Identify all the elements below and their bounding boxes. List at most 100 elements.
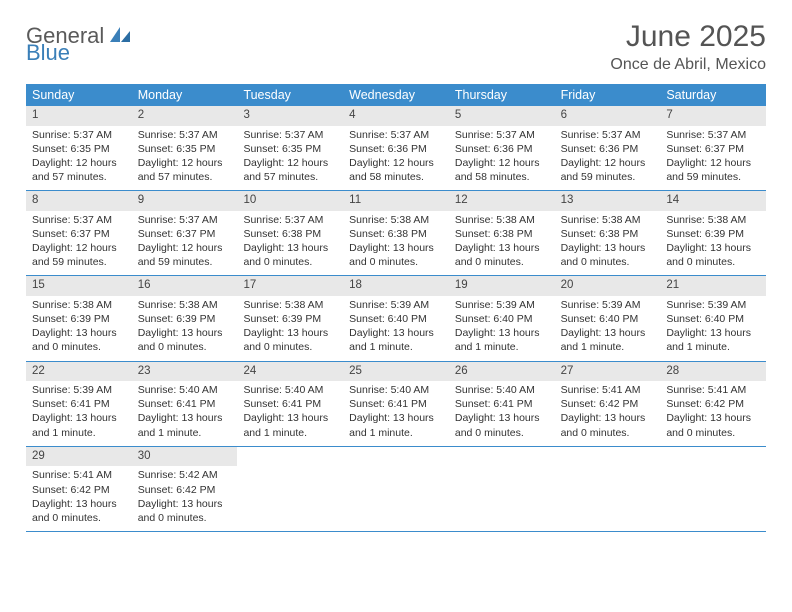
weekday-header: Sunday (26, 84, 132, 106)
page-title: June 2025 (610, 20, 766, 54)
sunset-text: Sunset: 6:38 PM (561, 227, 655, 241)
sunset-text: Sunset: 6:35 PM (32, 142, 126, 156)
day-details: Sunrise: 5:37 AMSunset: 6:37 PMDaylight:… (132, 211, 238, 276)
day-cell: 19Sunrise: 5:39 AMSunset: 6:40 PMDayligh… (449, 276, 555, 360)
day-cell: 16Sunrise: 5:38 AMSunset: 6:39 PMDayligh… (132, 276, 238, 360)
sunrise-text: Sunrise: 5:39 AM (561, 298, 655, 312)
day-details: Sunrise: 5:38 AMSunset: 6:39 PMDaylight:… (26, 296, 132, 361)
day-number: 5 (449, 106, 555, 126)
day-details: Sunrise: 5:40 AMSunset: 6:41 PMDaylight:… (343, 381, 449, 446)
week-row: 1Sunrise: 5:37 AMSunset: 6:35 PMDaylight… (26, 106, 766, 191)
sunrise-text: Sunrise: 5:42 AM (138, 468, 232, 482)
sunset-text: Sunset: 6:41 PM (243, 397, 337, 411)
weekday-header: Monday (132, 84, 238, 106)
day-details: Sunrise: 5:37 AMSunset: 6:36 PMDaylight:… (449, 126, 555, 191)
day-cell: 6Sunrise: 5:37 AMSunset: 6:36 PMDaylight… (555, 106, 661, 190)
day-number: 9 (132, 191, 238, 211)
day-cell: 5Sunrise: 5:37 AMSunset: 6:36 PMDaylight… (449, 106, 555, 190)
daylight-text: Daylight: 13 hours and 0 minutes. (666, 241, 760, 269)
daylight-text: Daylight: 12 hours and 57 minutes. (243, 156, 337, 184)
day-details: Sunrise: 5:37 AMSunset: 6:36 PMDaylight:… (555, 126, 661, 191)
sunrise-text: Sunrise: 5:37 AM (138, 213, 232, 227)
day-details: Sunrise: 5:39 AMSunset: 6:40 PMDaylight:… (449, 296, 555, 361)
daylight-text: Daylight: 13 hours and 0 minutes. (455, 411, 549, 439)
logo-text-blue: Blue (26, 40, 70, 65)
day-details: Sunrise: 5:37 AMSunset: 6:38 PMDaylight:… (237, 211, 343, 276)
day-cell: 21Sunrise: 5:39 AMSunset: 6:40 PMDayligh… (660, 276, 766, 360)
day-cell: 17Sunrise: 5:38 AMSunset: 6:39 PMDayligh… (237, 276, 343, 360)
day-details: Sunrise: 5:39 AMSunset: 6:40 PMDaylight:… (555, 296, 661, 361)
day-number: 11 (343, 191, 449, 211)
day-cell: 1Sunrise: 5:37 AMSunset: 6:35 PMDaylight… (26, 106, 132, 190)
day-cell: 7Sunrise: 5:37 AMSunset: 6:37 PMDaylight… (660, 106, 766, 190)
day-details: Sunrise: 5:37 AMSunset: 6:37 PMDaylight:… (26, 211, 132, 276)
daylight-text: Daylight: 13 hours and 0 minutes. (32, 497, 126, 525)
day-number: 28 (660, 362, 766, 382)
sunset-text: Sunset: 6:38 PM (455, 227, 549, 241)
daylight-text: Daylight: 12 hours and 59 minutes. (32, 241, 126, 269)
daylight-text: Daylight: 12 hours and 59 minutes. (666, 156, 760, 184)
daylight-text: Daylight: 13 hours and 1 minute. (666, 326, 760, 354)
sunset-text: Sunset: 6:40 PM (561, 312, 655, 326)
day-details: Sunrise: 5:41 AMSunset: 6:42 PMDaylight:… (555, 381, 661, 446)
sunrise-text: Sunrise: 5:39 AM (666, 298, 760, 312)
sunset-text: Sunset: 6:42 PM (32, 483, 126, 497)
day-number: 23 (132, 362, 238, 382)
sunrise-text: Sunrise: 5:39 AM (455, 298, 549, 312)
day-number: 24 (237, 362, 343, 382)
day-details: Sunrise: 5:37 AMSunset: 6:36 PMDaylight:… (343, 126, 449, 191)
week-row: 22Sunrise: 5:39 AMSunset: 6:41 PMDayligh… (26, 362, 766, 447)
sunset-text: Sunset: 6:37 PM (32, 227, 126, 241)
daylight-text: Daylight: 13 hours and 0 minutes. (666, 411, 760, 439)
day-number: 27 (555, 362, 661, 382)
sunrise-text: Sunrise: 5:38 AM (32, 298, 126, 312)
daylight-text: Daylight: 13 hours and 0 minutes. (243, 326, 337, 354)
day-cell: 14Sunrise: 5:38 AMSunset: 6:39 PMDayligh… (660, 191, 766, 275)
sunset-text: Sunset: 6:39 PM (243, 312, 337, 326)
day-number: 26 (449, 362, 555, 382)
sunset-text: Sunset: 6:41 PM (349, 397, 443, 411)
daylight-text: Daylight: 13 hours and 0 minutes. (455, 241, 549, 269)
sunset-text: Sunset: 6:36 PM (349, 142, 443, 156)
daylight-text: Daylight: 13 hours and 0 minutes. (243, 241, 337, 269)
day-details: Sunrise: 5:37 AMSunset: 6:35 PMDaylight:… (237, 126, 343, 191)
sunset-text: Sunset: 6:39 PM (32, 312, 126, 326)
day-number: 4 (343, 106, 449, 126)
day-cell: 24Sunrise: 5:40 AMSunset: 6:41 PMDayligh… (237, 362, 343, 446)
day-cell: 30Sunrise: 5:42 AMSunset: 6:42 PMDayligh… (132, 447, 238, 531)
day-cell: 11Sunrise: 5:38 AMSunset: 6:38 PMDayligh… (343, 191, 449, 275)
day-number: 15 (26, 276, 132, 296)
weekday-header: Saturday (660, 84, 766, 106)
sunrise-text: Sunrise: 5:39 AM (349, 298, 443, 312)
daylight-text: Daylight: 13 hours and 0 minutes. (561, 241, 655, 269)
sunrise-text: Sunrise: 5:40 AM (455, 383, 549, 397)
day-details: Sunrise: 5:41 AMSunset: 6:42 PMDaylight:… (26, 466, 132, 531)
day-details: Sunrise: 5:40 AMSunset: 6:41 PMDaylight:… (237, 381, 343, 446)
day-cell: 18Sunrise: 5:39 AMSunset: 6:40 PMDayligh… (343, 276, 449, 360)
day-number: 12 (449, 191, 555, 211)
day-number: 17 (237, 276, 343, 296)
day-number: 20 (555, 276, 661, 296)
day-cell: 25Sunrise: 5:40 AMSunset: 6:41 PMDayligh… (343, 362, 449, 446)
day-cell: 15Sunrise: 5:38 AMSunset: 6:39 PMDayligh… (26, 276, 132, 360)
sunset-text: Sunset: 6:39 PM (666, 227, 760, 241)
sunrise-text: Sunrise: 5:40 AM (349, 383, 443, 397)
day-details: Sunrise: 5:42 AMSunset: 6:42 PMDaylight:… (132, 466, 238, 531)
logo: General Blue (26, 26, 132, 66)
day-number: 25 (343, 362, 449, 382)
daylight-text: Daylight: 13 hours and 1 minute. (32, 411, 126, 439)
day-cell (237, 447, 343, 531)
day-details: Sunrise: 5:39 AMSunset: 6:40 PMDaylight:… (343, 296, 449, 361)
daylight-text: Daylight: 12 hours and 59 minutes. (138, 241, 232, 269)
day-details: Sunrise: 5:38 AMSunset: 6:38 PMDaylight:… (343, 211, 449, 276)
sunset-text: Sunset: 6:38 PM (243, 227, 337, 241)
week-row: 8Sunrise: 5:37 AMSunset: 6:37 PMDaylight… (26, 191, 766, 276)
day-number: 8 (26, 191, 132, 211)
calendar: SundayMondayTuesdayWednesdayThursdayFrid… (26, 84, 766, 532)
sunrise-text: Sunrise: 5:37 AM (243, 213, 337, 227)
daylight-text: Daylight: 12 hours and 57 minutes. (32, 156, 126, 184)
day-cell (449, 447, 555, 531)
day-details: Sunrise: 5:38 AMSunset: 6:38 PMDaylight:… (555, 211, 661, 276)
day-cell: 28Sunrise: 5:41 AMSunset: 6:42 PMDayligh… (660, 362, 766, 446)
day-number: 29 (26, 447, 132, 467)
